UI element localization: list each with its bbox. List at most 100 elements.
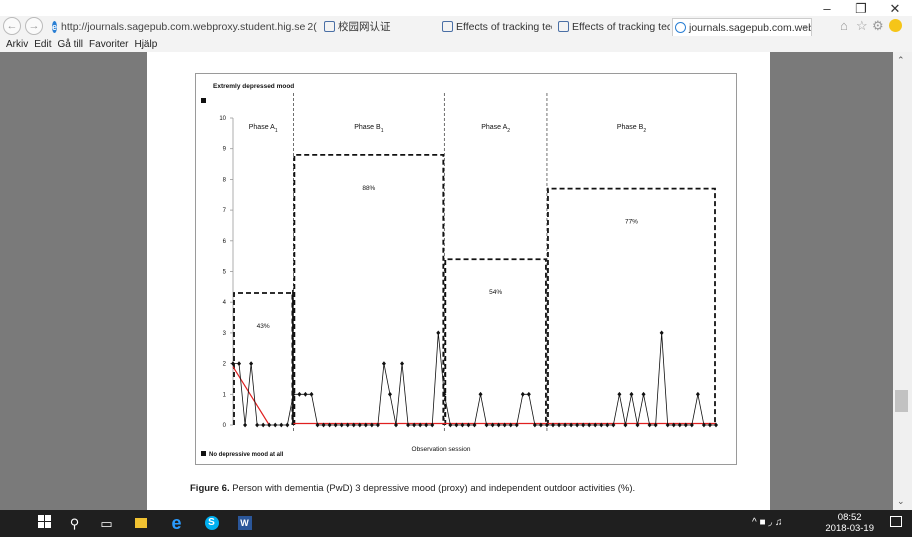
- notification-icon[interactable]: [890, 516, 902, 527]
- data-point: [490, 422, 495, 428]
- caption-label: Figure 6.: [190, 483, 230, 494]
- star-icon[interactable]: ☆: [856, 18, 868, 33]
- address-bar[interactable]: e http://journals.sagepub.com.webproxy.s…: [52, 18, 318, 36]
- data-point: [538, 422, 543, 428]
- system-tray-icons[interactable]: ^ ■ ◞ ♫: [752, 517, 783, 528]
- data-point: [587, 422, 592, 428]
- vertical-scrollbar[interactable]: ⌃ ⌄: [893, 52, 912, 510]
- tab-label: Effects of tracking technolog...: [572, 21, 670, 33]
- x-axis-label: Observation session: [412, 446, 471, 453]
- tab-close-icon[interactable]: ×: [801, 22, 808, 34]
- y-tick-label: 2: [223, 362, 227, 368]
- menu-item-arkiv[interactable]: Arkiv: [6, 39, 29, 50]
- smiley-icon[interactable]: [889, 19, 902, 32]
- close-button[interactable]: ✕: [889, 1, 901, 16]
- data-point: [653, 422, 658, 428]
- gear-icon[interactable]: ⚙: [872, 18, 884, 33]
- tab-label: Effects of tracking technolog...: [456, 21, 552, 33]
- data-point: [714, 422, 718, 428]
- y-tick-label: 7: [223, 208, 227, 214]
- data-point: [327, 422, 332, 428]
- data-point: [315, 422, 320, 428]
- data-point: [375, 422, 380, 428]
- windows-icon[interactable]: [36, 515, 53, 532]
- forward-icon[interactable]: →: [25, 17, 43, 35]
- menu-item-edit[interactable]: Edit: [34, 39, 52, 50]
- data-point: [339, 422, 344, 428]
- scroll-up-icon[interactable]: ⌃: [897, 55, 905, 65]
- data-point: [563, 422, 568, 428]
- data-point: [351, 422, 356, 428]
- phase-percent-box: [293, 153, 445, 425]
- y-tick-label: 0: [223, 423, 227, 429]
- clock[interactable]: 08:52 2018-03-19: [825, 512, 874, 534]
- menu-item-hjalp[interactable]: Hjälp: [134, 39, 158, 50]
- phase-percent-label: 88%: [362, 185, 375, 192]
- scrollbar-thumb[interactable]: [895, 390, 908, 412]
- bottom-axis-label: No depressive mood at all: [209, 452, 284, 458]
- data-point: [683, 422, 688, 428]
- address-text: http://journals.sagepub.com.webproxy.stu…: [61, 21, 306, 33]
- window-controls: – ❐ ✕: [810, 0, 912, 18]
- figure-frame: [195, 73, 737, 465]
- data-point: [641, 391, 646, 397]
- data-point: [599, 422, 604, 428]
- tab-page-icon: [442, 21, 453, 32]
- data-point: [231, 361, 235, 366]
- phase-percent-label: 54%: [489, 289, 502, 296]
- navigation-bar: ← → e http://journals.sagepub.com.webpro…: [0, 16, 912, 38]
- left-margin: [0, 52, 147, 510]
- data-point: [400, 361, 405, 366]
- edge-icon[interactable]: e: [171, 513, 182, 533]
- data-point: [575, 422, 580, 428]
- data-point: [550, 422, 555, 428]
- word-icon[interactable]: W: [236, 515, 253, 532]
- tab-campus-auth[interactable]: 校园网认证: [322, 18, 432, 36]
- tab-journals-active[interactable]: journals.sagepub.com.web... ×: [672, 18, 812, 36]
- data-point: [381, 361, 386, 366]
- menu-item-favoriter[interactable]: Favoriter: [89, 39, 129, 50]
- data-point: [249, 361, 254, 366]
- y-tick-label: 10: [219, 116, 226, 122]
- data-point: [707, 422, 712, 428]
- data-point: [472, 422, 477, 428]
- phase-percent-label: 77%: [625, 219, 638, 226]
- menu-bar: Arkiv Edit Gå till Favoriter Hjälp: [0, 38, 912, 52]
- menu-item-ga-till[interactable]: Gå till: [57, 39, 84, 50]
- y-tick-label: 3: [223, 331, 227, 337]
- minimize-button[interactable]: –: [823, 1, 831, 16]
- data-point: [387, 391, 392, 397]
- ie-logo-icon: e: [52, 21, 58, 33]
- home-icon[interactable]: ⌂: [840, 18, 848, 33]
- back-icon[interactable]: ←: [3, 17, 21, 35]
- top-axis-label: Extremly depressed mood: [213, 83, 294, 90]
- clock-date: 2018-03-19: [825, 523, 874, 534]
- search-icon[interactable]: ⚲: [69, 516, 80, 531]
- data-point: [695, 391, 700, 397]
- address-suffix: 2( ▾ ↻: [307, 21, 318, 33]
- data-point: [532, 422, 537, 428]
- tab-effects-2[interactable]: Effects of tracking technolog...: [556, 18, 670, 36]
- data-point: [514, 422, 519, 428]
- data-point: [406, 422, 411, 428]
- data-point: [635, 422, 640, 428]
- scroll-down-icon[interactable]: ⌄: [897, 496, 905, 506]
- data-point: [466, 422, 471, 428]
- data-point: [357, 422, 362, 428]
- data-point: [478, 391, 483, 397]
- y-tick-label: 8: [223, 177, 227, 183]
- file-explorer-icon[interactable]: [132, 515, 149, 532]
- task-view-icon[interactable]: ▭: [100, 516, 113, 531]
- data-point: [430, 422, 435, 428]
- skype-icon[interactable]: S: [203, 515, 220, 532]
- data-point: [255, 422, 260, 428]
- data-point: [544, 422, 549, 428]
- data-point: [267, 422, 272, 428]
- tab-effects-1[interactable]: Effects of tracking technolog...: [440, 18, 552, 36]
- phase-label: Phase B1: [354, 124, 383, 134]
- data-point: [418, 422, 423, 428]
- tab-page-icon: [675, 22, 686, 33]
- data-point: [659, 330, 664, 336]
- restore-button[interactable]: ❐: [855, 1, 867, 16]
